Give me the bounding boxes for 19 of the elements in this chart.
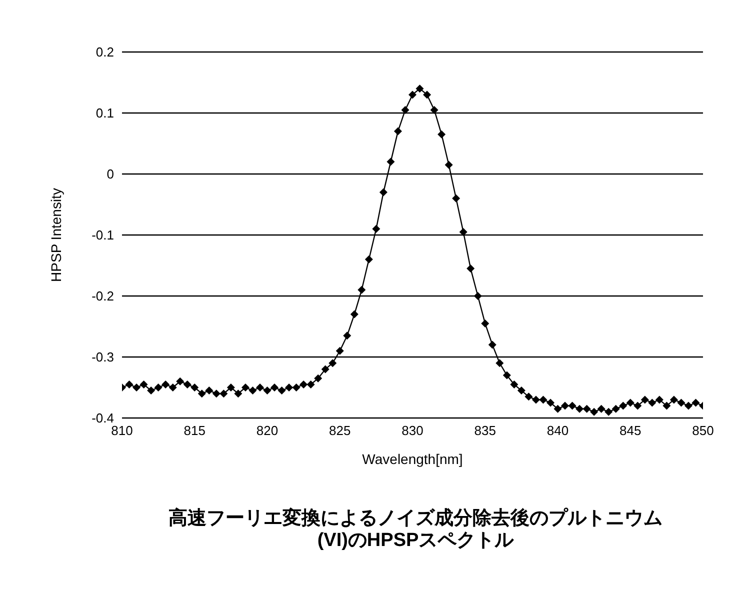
- x-tick-label: 845: [620, 423, 642, 438]
- y-tick-label: 0.2: [96, 44, 114, 60]
- y-axis-title: HPSP Intensity: [48, 188, 64, 282]
- y-tick-label: -0.1: [92, 228, 114, 243]
- x-tick-label: 810: [111, 423, 133, 438]
- x-tick-label: 850: [692, 423, 714, 438]
- y-tick-label: -0.2: [92, 288, 114, 304]
- x-tick-label: 815: [184, 423, 206, 438]
- y-tick-label: -0.3: [92, 350, 114, 365]
- y-tick-label: 0: [106, 166, 114, 182]
- y-tick-label: -0.4: [92, 410, 114, 426]
- x-tick-label: 825: [329, 423, 351, 438]
- x-tick-label: 835: [474, 423, 496, 438]
- x-tick-label: 840: [546, 423, 569, 438]
- text: 高速フーリエ変換によるノイズ成分除去後のプルトニウム(VI)のHPSPスペクトル: [168, 508, 663, 552]
- x-axis-title: Wavelength[nm]: [362, 451, 463, 467]
- x-tick-label: 830: [402, 423, 424, 438]
- x-tick-label: 820: [256, 423, 278, 438]
- y-tick-label: 0.1: [96, 106, 114, 121]
